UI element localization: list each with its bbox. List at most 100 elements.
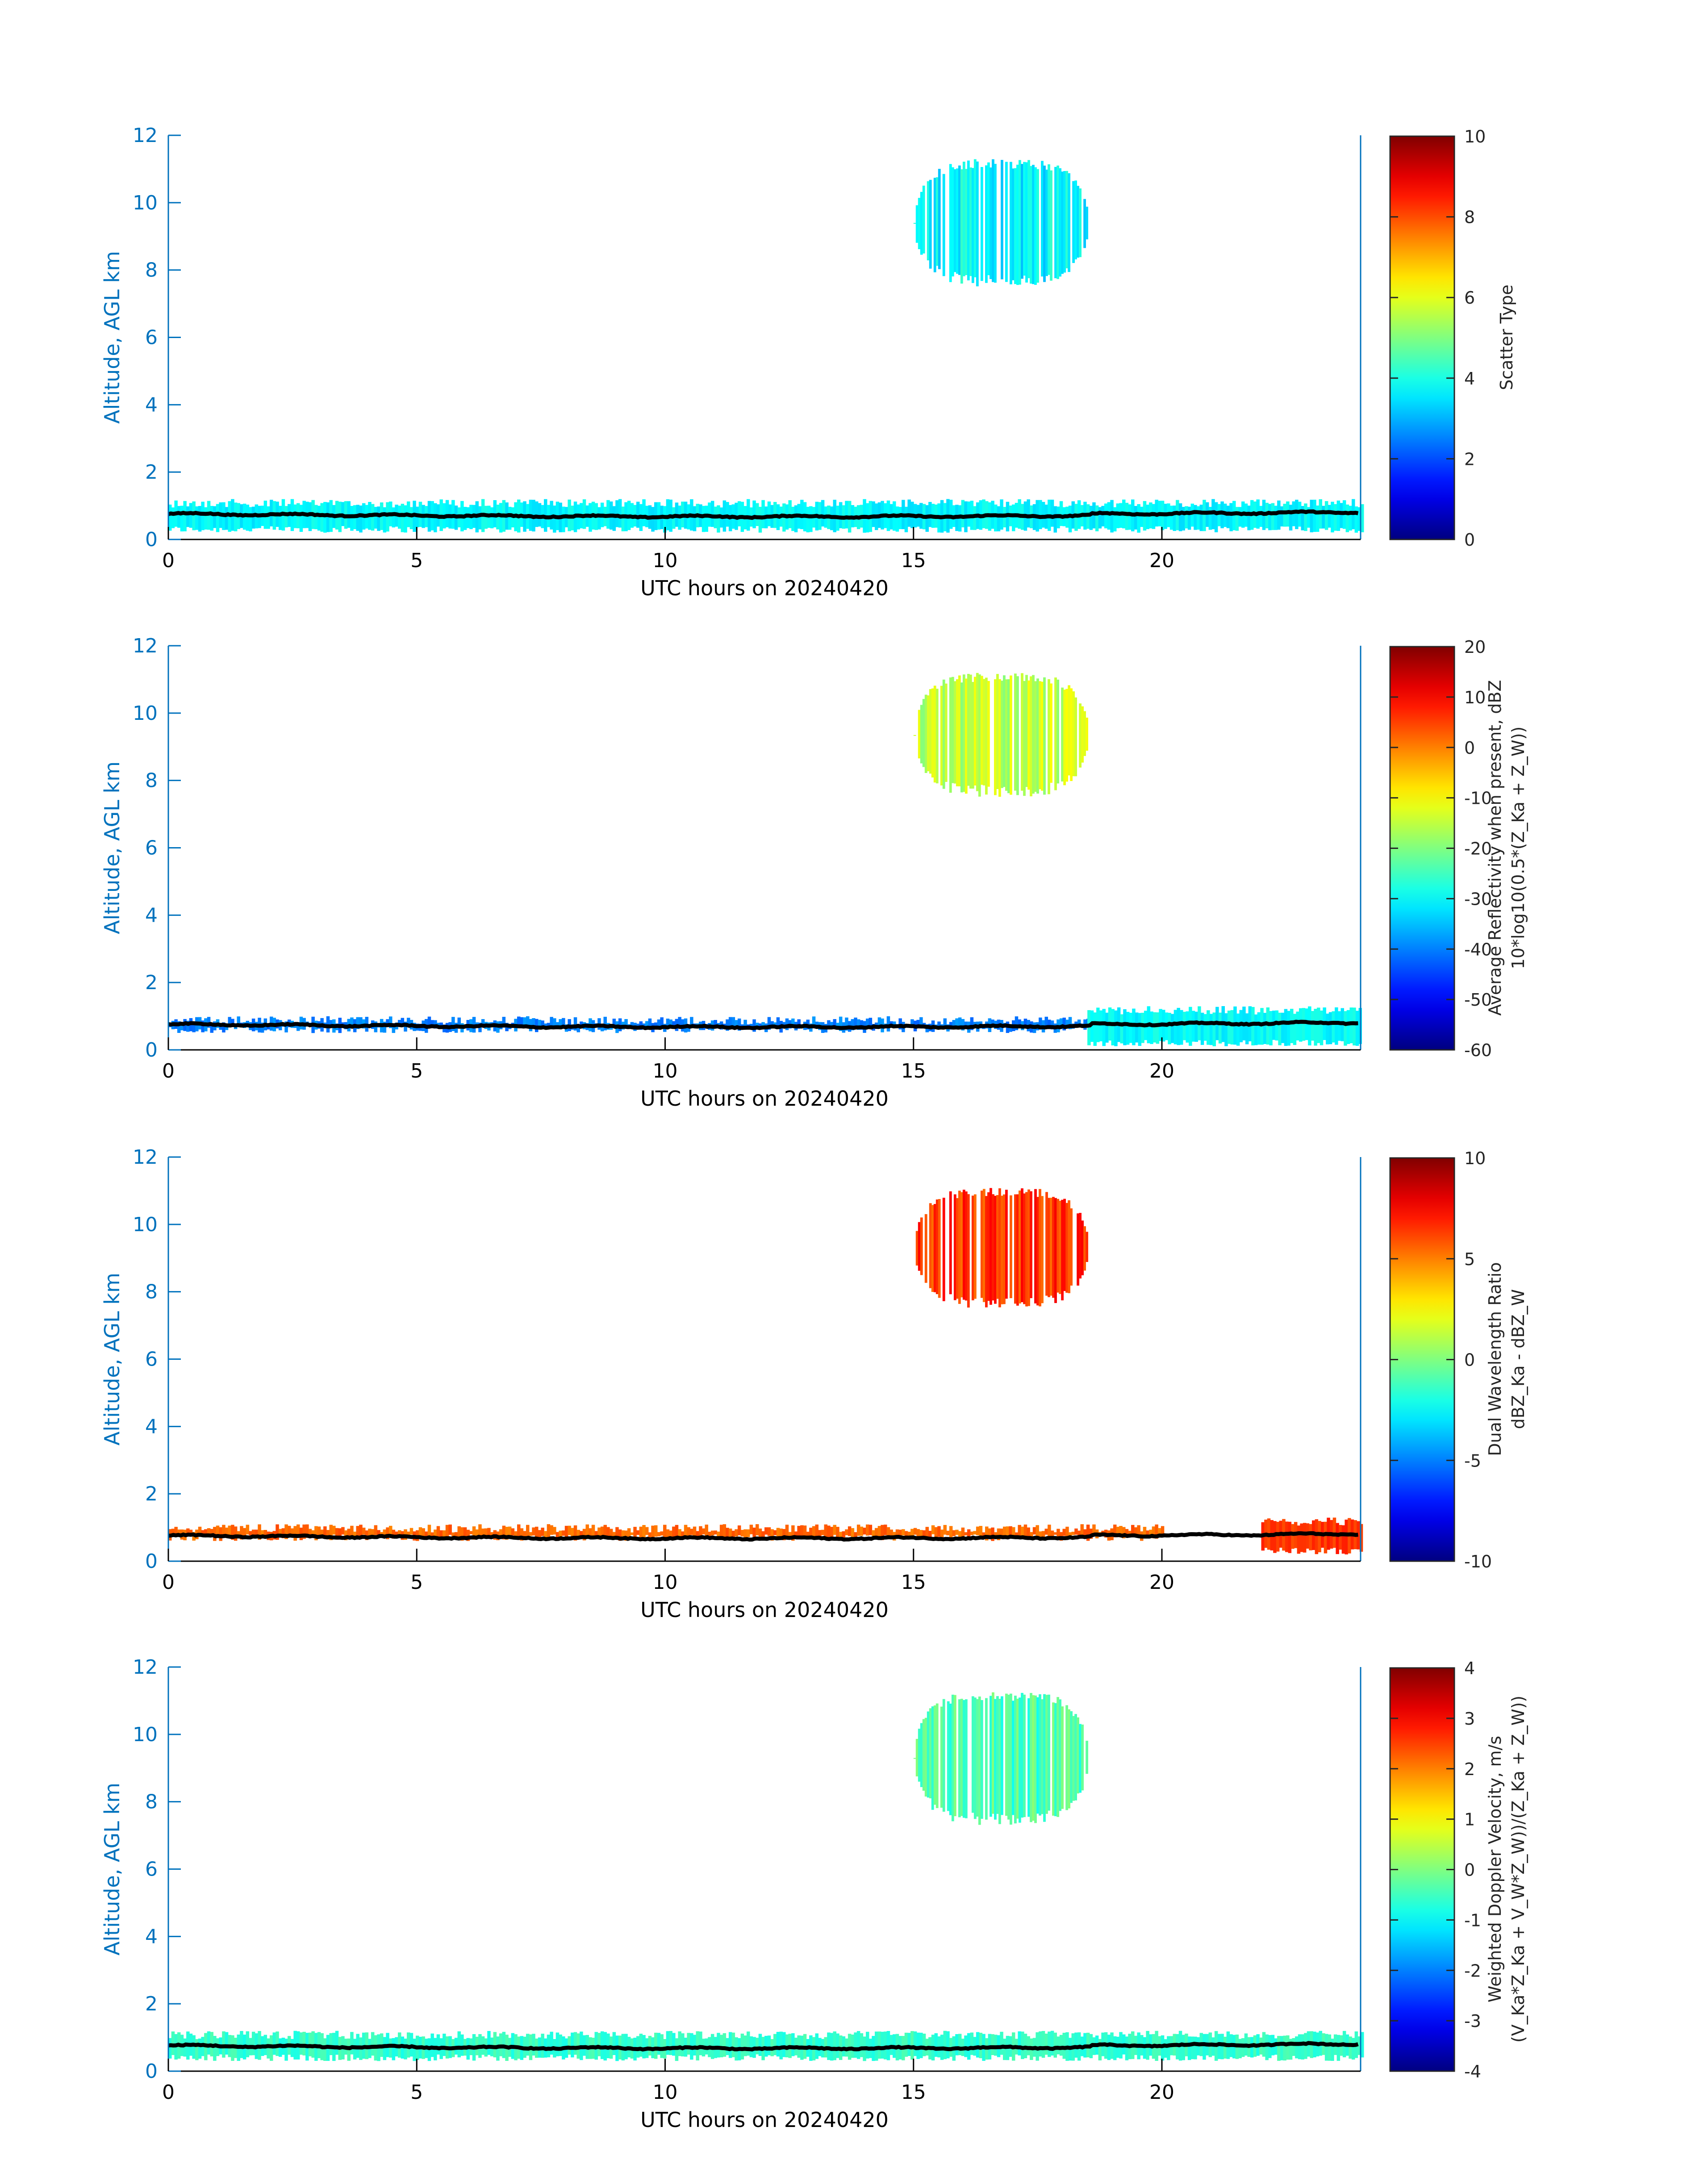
field-2-column xyxy=(1025,162,1028,283)
field-1-column xyxy=(222,1525,226,1536)
colorbar-label: Average Reflectivity when present, dBZ xyxy=(1485,680,1505,1016)
field-1-column xyxy=(747,1529,750,1537)
y-tick-label: 4 xyxy=(145,904,158,927)
field-3-column xyxy=(1063,1199,1066,1291)
field-1-column xyxy=(1122,1527,1126,1538)
field-1-column xyxy=(204,507,208,530)
field-3-column xyxy=(1070,1208,1073,1286)
field-3-column xyxy=(996,674,999,789)
field-1-column xyxy=(994,504,998,531)
field-1-column xyxy=(597,507,601,530)
field-1-column xyxy=(735,1020,738,1027)
field-1-column xyxy=(439,1022,443,1028)
field-3-column xyxy=(956,1198,959,1299)
field-1-column xyxy=(735,1529,738,1537)
field-1-column xyxy=(571,2032,574,2058)
field-1-column xyxy=(925,1527,929,1540)
field-2-column xyxy=(1114,1010,1118,1046)
field-3-column xyxy=(1081,1220,1084,1275)
field-1-column xyxy=(171,1529,175,1537)
field-2-column xyxy=(1065,1705,1068,1810)
field-1-column xyxy=(806,506,810,533)
field-1-column xyxy=(418,1527,422,1538)
field-1-column xyxy=(1304,2033,1307,2059)
field-1-column xyxy=(636,2036,640,2058)
field-1-column xyxy=(1173,506,1176,531)
field-3-column xyxy=(1072,691,1075,777)
field-1-column xyxy=(1357,507,1361,531)
field-1-column xyxy=(642,499,646,526)
field-2-column xyxy=(1039,1694,1041,1816)
field-1-column xyxy=(1280,2036,1284,2060)
field-1-column xyxy=(290,2039,294,2057)
field-1-column xyxy=(517,1016,521,1027)
field-3-column xyxy=(980,676,983,785)
field-1-column xyxy=(660,1531,664,1536)
field-1-column xyxy=(1169,506,1173,530)
field-1-column xyxy=(821,1529,825,1535)
field-2-column xyxy=(992,1692,994,1814)
field-1-column xyxy=(1048,2031,1051,2057)
field-1-column xyxy=(991,1527,994,1541)
field-3-column xyxy=(1070,688,1073,781)
field-1-column xyxy=(430,1020,434,1028)
field-1-column xyxy=(457,2031,461,2058)
colorbar-tick-label: 3 xyxy=(1464,1709,1475,1729)
field-1-column xyxy=(767,1527,771,1536)
field-2-column xyxy=(953,169,956,272)
field-1-column xyxy=(866,2031,869,2059)
field-1-column xyxy=(898,1018,902,1030)
field-1-column xyxy=(842,2036,846,2057)
field-1-column xyxy=(544,1023,547,1027)
field-1-column xyxy=(851,1019,855,1031)
x-tick-label: 10 xyxy=(653,1571,678,1594)
field-1-column xyxy=(422,1528,425,1537)
field-1-column xyxy=(893,1021,896,1027)
x-tick-label: 15 xyxy=(901,1571,926,1594)
field-1-column xyxy=(761,1531,765,1538)
field-1-column xyxy=(383,1021,387,1033)
x-tick-label: 10 xyxy=(653,2081,678,2104)
field-1-column xyxy=(210,506,213,531)
field-2-column xyxy=(980,1700,983,1819)
field-1-column xyxy=(499,503,503,533)
x-tick-label: 0 xyxy=(162,1060,175,1082)
colorbar-tick-label: 0 xyxy=(1464,1860,1475,1880)
field-1-column xyxy=(1247,506,1251,531)
field-3-column xyxy=(949,1191,952,1295)
field-1-column xyxy=(1137,504,1140,533)
field-1-column xyxy=(386,1527,389,1539)
field-2-column xyxy=(985,1698,988,1820)
field-1-column xyxy=(812,1526,816,1537)
field-1-column xyxy=(717,505,720,533)
field-3-column xyxy=(918,1222,921,1271)
field-1-column xyxy=(171,507,175,528)
field-3-column xyxy=(998,1188,1001,1308)
field-1-column xyxy=(1336,500,1341,531)
field-1-column xyxy=(284,1021,288,1032)
field-2-column xyxy=(985,165,988,283)
field-1-column xyxy=(225,2032,229,2055)
field-2-column xyxy=(940,1706,943,1808)
field-2-column xyxy=(1045,1695,1048,1814)
field-2-column xyxy=(1016,164,1019,285)
field-1-column xyxy=(1125,502,1129,530)
field-1-column xyxy=(1194,2036,1197,2060)
field-2-column xyxy=(976,1699,979,1817)
field-1-column xyxy=(743,1529,747,1541)
field-2-column xyxy=(1010,162,1012,284)
field-1-column xyxy=(1217,2034,1221,2059)
field-1-column xyxy=(836,1527,839,1538)
field-1-column xyxy=(657,1019,661,1029)
field-1-column xyxy=(636,501,640,528)
field-2-column xyxy=(1317,1007,1320,1043)
field-1-column xyxy=(639,2034,643,2057)
field-3-column xyxy=(1063,689,1066,786)
field-1-column xyxy=(213,506,217,528)
field-2-column xyxy=(1186,1011,1189,1043)
field-1-column xyxy=(443,1530,446,1538)
x-axis-label: UTC hours on 20240420 xyxy=(640,1598,889,1622)
field-1-column xyxy=(615,500,619,527)
field-2-column xyxy=(1072,181,1075,263)
